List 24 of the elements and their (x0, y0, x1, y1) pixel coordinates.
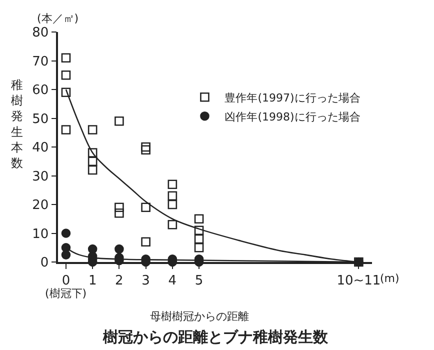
x-axis-title: 母樹樹冠からの距離 (150, 310, 249, 323)
legend-label: 凶作年(1998)に行った場合 (224, 110, 360, 124)
y-tick-label: 30 (32, 169, 49, 184)
x-tick-label: 4 (168, 273, 177, 288)
y-axis-title: 稚樹発生本数 (11, 78, 23, 170)
x-tick-label: 1 (88, 273, 97, 288)
y-tick-label: 50 (32, 112, 49, 127)
y-tick-label: 20 (32, 198, 49, 214)
y-tick-label: 10 (32, 226, 49, 242)
legend-label: 豊作年(1997)に行った場合 (224, 91, 360, 104)
text: (樹冠下) (45, 287, 87, 300)
x-tick-label: 5 (194, 273, 204, 288)
y-tick-label: 80 (32, 26, 49, 41)
y-tick-label: 70 (32, 54, 49, 70)
text: (m) (380, 272, 400, 285)
y-tick-label: 40 (32, 140, 49, 156)
text: (本／㎡) (37, 12, 79, 25)
y-tick-label: 60 (32, 83, 49, 98)
text: 樹冠からの距離とブナ稚樹発生数 (102, 328, 329, 346)
x-tick-label: 10~11 (336, 273, 381, 288)
y-tick-label: 0 (40, 256, 49, 271)
x-tick-label: 3 (142, 273, 150, 288)
x-tick-label: 0 (62, 273, 70, 288)
x-tick-label: 2 (115, 273, 124, 288)
